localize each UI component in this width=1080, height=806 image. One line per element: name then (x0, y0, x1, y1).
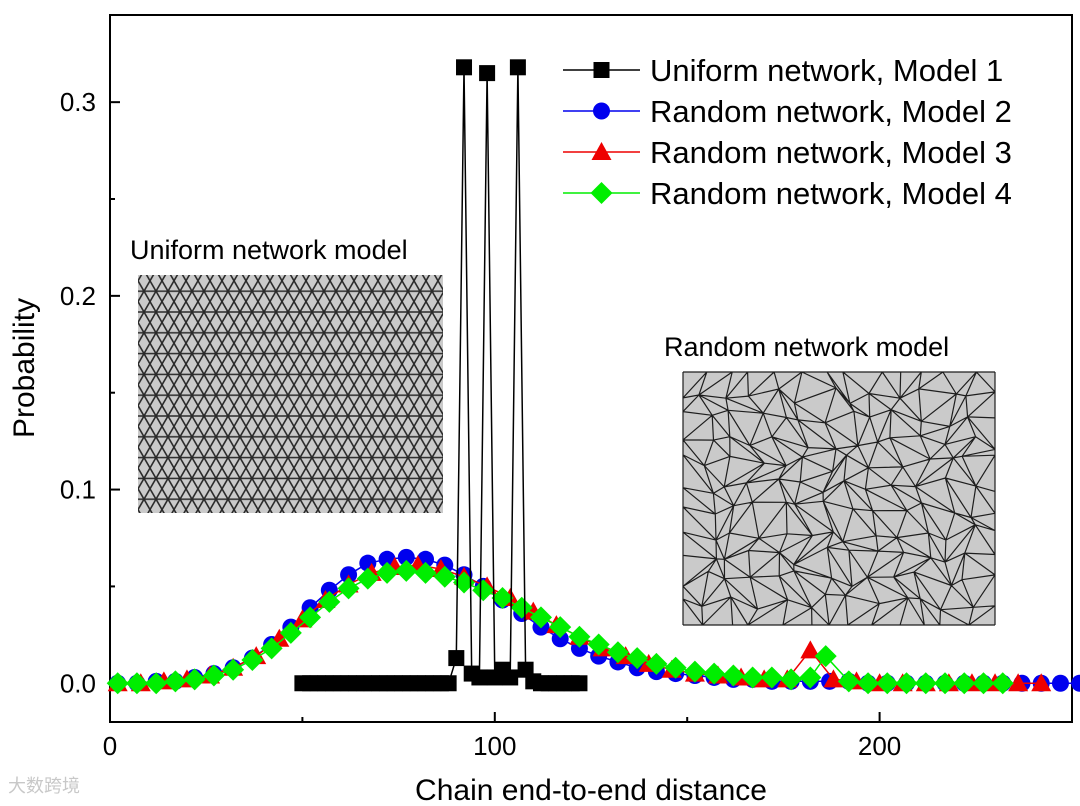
data-point (241, 649, 264, 672)
random-mesh-path (682, 371, 996, 626)
data-point (1051, 674, 1069, 692)
data-point (780, 668, 803, 691)
data-point (397, 548, 415, 566)
legend-marker (593, 102, 610, 120)
legend-item-2: Random network, Model 2 (563, 94, 1012, 129)
data-point (814, 645, 837, 668)
data-point (183, 668, 206, 691)
legend-label: Random network, Model 2 (650, 94, 1012, 129)
series-model-4 (106, 559, 1014, 695)
data-point (395, 559, 418, 582)
data-point (991, 672, 1014, 695)
legend-label: Random network, Model 4 (650, 176, 1012, 211)
data-point (664, 656, 687, 679)
uniform-inset-title: Uniform network model (130, 235, 408, 265)
data-point (551, 630, 569, 648)
data-point (433, 565, 456, 588)
x-axis-title: Chain end-to-end distance (415, 774, 767, 806)
data-point (106, 672, 129, 695)
data-point (510, 596, 533, 619)
legend-item-1: Uniform network, Model 1 (563, 53, 1003, 88)
data-point (914, 672, 937, 695)
random-network-inset: Random network model (664, 332, 996, 626)
data-point (509, 59, 526, 76)
legend-item-3: Random network, Model 3 (563, 135, 1012, 170)
legend-label: Random network, Model 3 (650, 135, 1012, 170)
data-point (857, 672, 880, 695)
data-point (164, 670, 187, 693)
data-point (414, 561, 437, 584)
data-point (823, 669, 844, 688)
legend-item-4: Random network, Model 4 (563, 176, 1012, 211)
data-point (587, 633, 610, 656)
random-mesh-lines (682, 371, 996, 626)
legend-marker (590, 182, 613, 204)
data-point (760, 666, 783, 689)
data-point (456, 59, 473, 76)
data-point (1008, 673, 1029, 692)
y-tick-label: 0.2 (60, 281, 96, 311)
data-point (491, 587, 514, 610)
data-point (318, 590, 341, 613)
y-tick-label: 0.0 (60, 668, 96, 698)
plot-frame (109, 14, 1073, 723)
data-point (453, 571, 476, 594)
data-point (722, 664, 745, 687)
x-tick-label: 100 (473, 731, 516, 761)
data-point (279, 621, 302, 644)
data-point (448, 650, 465, 667)
data-point (645, 652, 668, 675)
legend-marker (591, 142, 612, 160)
data-point (934, 672, 957, 695)
x-tick-label: 200 (858, 731, 901, 761)
data-point (376, 561, 399, 584)
data-point (440, 675, 457, 692)
data-point (568, 625, 591, 648)
data-point (837, 670, 860, 693)
legend-label: Uniform network, Model 1 (650, 53, 1003, 88)
data-point (299, 606, 322, 629)
data-point (471, 669, 488, 686)
data-point (529, 606, 552, 629)
data-point (683, 660, 706, 683)
y-axis-title: Probability (8, 298, 41, 438)
data-point (472, 579, 495, 602)
data-point (876, 672, 899, 695)
data-point (125, 672, 148, 695)
data-point (895, 672, 918, 695)
data-point (202, 664, 225, 687)
data-point (741, 666, 764, 689)
data-point (571, 675, 588, 692)
data-point (1071, 674, 1080, 692)
data-point (626, 647, 649, 670)
data-point (799, 666, 822, 689)
data-point (479, 65, 496, 82)
data-point (953, 672, 976, 695)
random-inset-title: Random network model (664, 332, 949, 362)
data-point (145, 672, 168, 695)
data-point (502, 669, 519, 686)
legend-marker (593, 62, 610, 78)
x-tick-label: 0 (103, 731, 117, 761)
uniform-network-inset: Uniform network model (130, 235, 443, 513)
y-tick-label: 0.1 (60, 475, 96, 505)
data-point (356, 567, 379, 590)
data-point (337, 577, 360, 600)
data-point (549, 616, 572, 639)
watermark: 大数跨境 (8, 776, 80, 797)
data-point (1031, 673, 1052, 692)
y-tick-label: 0.3 (60, 87, 96, 117)
data-point (972, 672, 995, 695)
data-point (260, 637, 283, 660)
series-model-1 (294, 59, 588, 692)
data-point (606, 641, 629, 664)
data-point (800, 640, 821, 659)
data-point (222, 658, 245, 681)
data-point (703, 662, 726, 685)
legend: Uniform network, Model 1 Random network, … (563, 53, 1012, 211)
